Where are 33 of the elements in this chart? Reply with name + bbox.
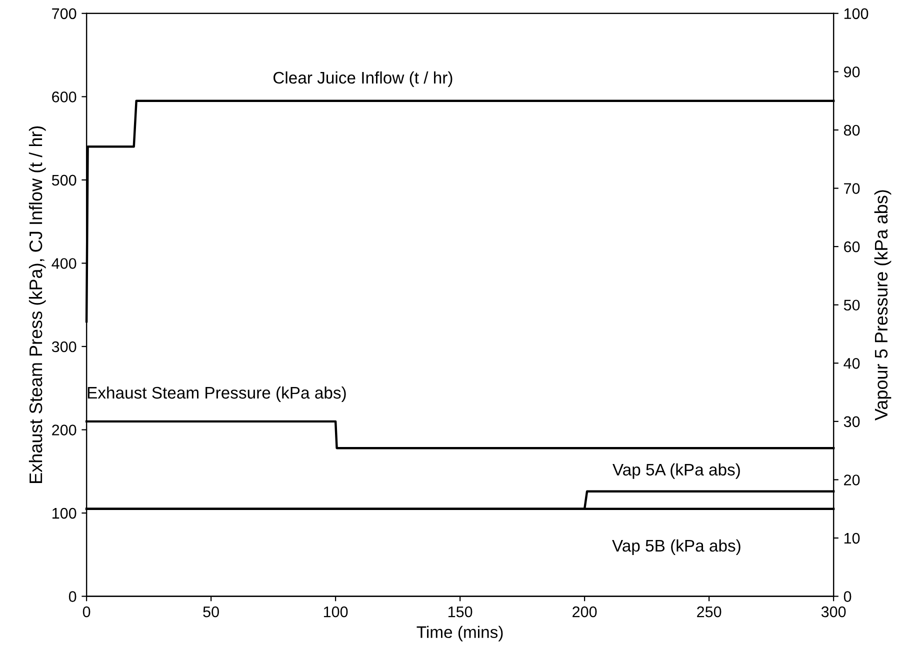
y2-tick-label: 50 (844, 300, 860, 311)
series-label: Clear Juice Inflow (t / hr) (273, 71, 452, 87)
series-label: Exhaust Steam Pressure (kPa abs) (88, 386, 346, 402)
y2-tick-label: 0 (844, 591, 852, 602)
x-axis-title: Time (mins) (416, 626, 503, 642)
y-tick-label: 0 (68, 591, 76, 602)
y-tick-label: 300 (52, 341, 76, 352)
x-tick-label: 150 (448, 606, 472, 618)
x-tick-label: 100 (324, 606, 348, 618)
y2-tick-label: 100 (844, 8, 868, 20)
y-tick-label: 100 (52, 508, 76, 519)
x-tick-label: 200 (572, 606, 597, 618)
y-tick-label: 200 (52, 424, 76, 436)
y2-tick-label: 10 (844, 532, 860, 544)
x-tick-label: 50 (203, 606, 219, 618)
y-tick-label: 400 (52, 258, 76, 269)
y2-tick-label: 60 (844, 241, 860, 252)
y-tick-label: 600 (52, 92, 76, 102)
y2-tick-label: 40 (844, 358, 860, 369)
y2-tick-label: 90 (844, 66, 860, 78)
y2-tick-label: 20 (844, 474, 860, 486)
x-tick-label: 0 (82, 606, 90, 618)
series-label: Vap 5A (kPa abs) (612, 463, 740, 479)
x-tick-label: 250 (697, 606, 722, 618)
y-tick-label: 700 (52, 8, 76, 20)
y2-tick-label: 70 (844, 183, 860, 194)
x-tick-label: 300 (821, 606, 846, 618)
y-tick-label: 500 (52, 174, 76, 186)
y2-axis-title: Vapour 5 Pressure (kPa abs) (874, 190, 892, 421)
y-axis-title: Exhaust Steam Press (kPa), CJ Inflow (t / hr) (28, 126, 46, 483)
y2-tick-label: 30 (844, 416, 860, 428)
series-label: Vap 5B (kPa abs) (612, 539, 740, 555)
y2-tick-label: 80 (844, 124, 860, 136)
